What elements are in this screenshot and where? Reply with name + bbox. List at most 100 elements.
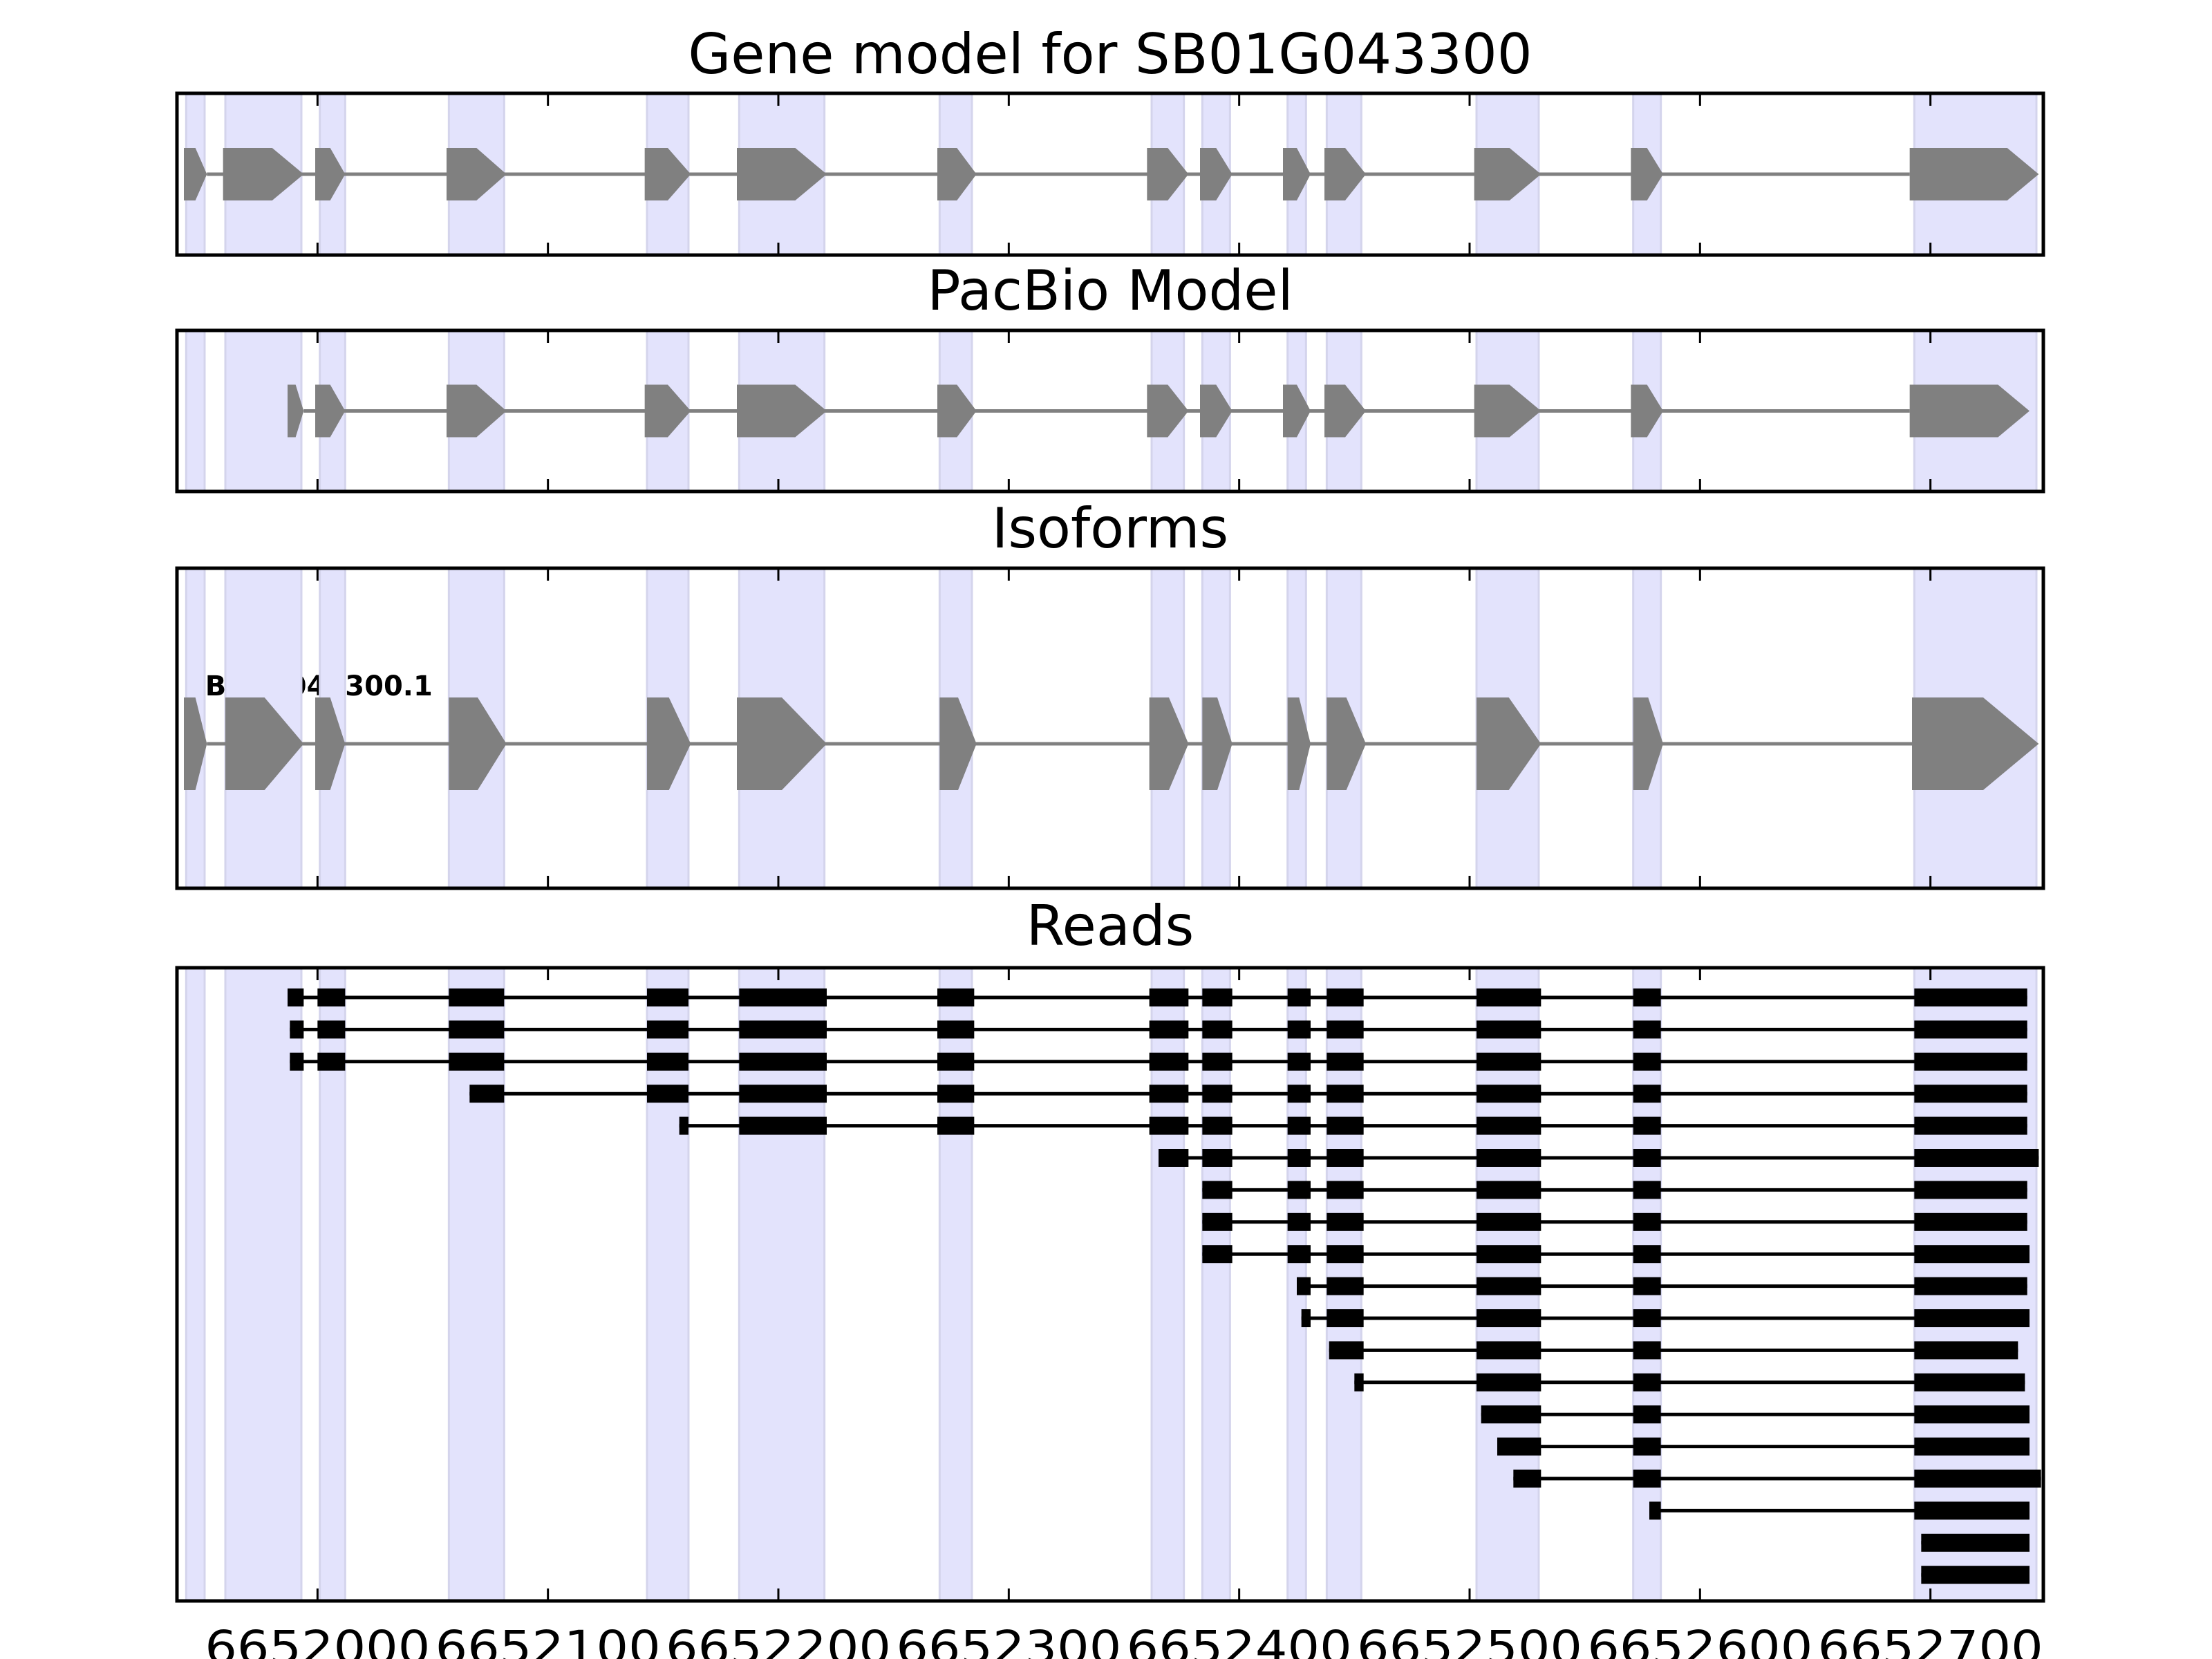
- read-block: [1477, 1277, 1541, 1295]
- read-block: [290, 1052, 304, 1071]
- read-block: [317, 988, 346, 1006]
- read-block: [317, 1020, 346, 1039]
- panel-title-reads: Reads: [1027, 894, 1194, 958]
- x-tick-label: 6652000: [205, 1621, 430, 1659]
- read-block: [1327, 1020, 1364, 1039]
- panel-model-1: [175, 328, 2045, 494]
- exon-block: [1200, 384, 1232, 438]
- read-block: [1633, 1052, 1661, 1071]
- read-block: [1914, 1470, 2041, 1488]
- read-block: [1149, 988, 1189, 1006]
- read-block: [1477, 1116, 1541, 1135]
- read-block: [449, 1020, 505, 1039]
- panel-isoform-2: [175, 566, 2045, 890]
- read-block: [1914, 1245, 2030, 1264]
- exon-block: [1912, 697, 2039, 790]
- read-block: [1481, 1405, 1541, 1424]
- read-10: [1297, 1277, 2027, 1295]
- read-block: [1287, 1116, 1311, 1135]
- read-block: [1202, 988, 1232, 1006]
- read-block: [1327, 1085, 1364, 1103]
- read-block: [937, 988, 975, 1006]
- exon-block: [1631, 384, 1663, 438]
- exon-block: [1202, 697, 1232, 790]
- exon-block: [315, 697, 346, 790]
- exon-block: [225, 697, 304, 790]
- panel-frame: [175, 91, 2045, 257]
- exon-block: [1283, 384, 1311, 438]
- read-block: [1914, 1405, 2030, 1424]
- read-block: [1477, 1149, 1541, 1167]
- exon-block: [449, 697, 507, 790]
- read-block: [288, 988, 304, 1006]
- read-block: [1327, 1309, 1364, 1327]
- read-block: [1202, 1020, 1232, 1039]
- read-block: [1327, 1277, 1364, 1295]
- read-block: [1477, 1052, 1541, 1071]
- read-block: [1633, 1212, 1661, 1231]
- read-14: [1481, 1405, 2030, 1424]
- panel-model-0: [175, 91, 2045, 257]
- exon-block: [184, 148, 207, 200]
- read-block: [1914, 1501, 2030, 1520]
- exon-block: [939, 697, 977, 790]
- read-4: [469, 1085, 2027, 1103]
- read-block: [1914, 1212, 2027, 1231]
- panel-frame: [175, 966, 2045, 1603]
- read-block: [469, 1085, 505, 1103]
- read-12: [1329, 1341, 2018, 1360]
- panel-title-pacbio: PacBio Model: [927, 259, 1293, 323]
- read-block: [679, 1116, 688, 1135]
- read-block: [1477, 1181, 1541, 1199]
- exon-block: [1147, 148, 1189, 200]
- read-block: [1477, 1212, 1541, 1231]
- read-3: [290, 1052, 2027, 1071]
- read-block: [1921, 1566, 2030, 1584]
- exon-block: [1474, 384, 1541, 438]
- read-block: [1297, 1277, 1311, 1295]
- read-block: [1477, 1020, 1541, 1039]
- read-block: [1327, 1245, 1364, 1264]
- read-block: [1327, 1052, 1364, 1071]
- read-block: [1287, 988, 1311, 1006]
- exon-block: [1327, 697, 1366, 790]
- read-16: [1513, 1470, 2041, 1488]
- read-block: [937, 1052, 975, 1071]
- read-block: [1633, 1020, 1661, 1039]
- x-tick-label: 6652400: [1127, 1621, 1352, 1659]
- read-block: [647, 1085, 688, 1103]
- panel-frame: [175, 566, 2045, 890]
- exon-block: [447, 148, 507, 200]
- read-block: [1633, 1245, 1661, 1264]
- exon-block: [315, 384, 346, 438]
- read-block: [739, 988, 827, 1006]
- exon-block: [1287, 697, 1311, 790]
- read-block: [1914, 1341, 2018, 1360]
- read-block: [937, 1085, 975, 1103]
- exon-block: [315, 148, 346, 200]
- read-block: [1327, 1212, 1364, 1231]
- read-11: [1301, 1309, 2030, 1327]
- read-block: [1327, 1116, 1364, 1135]
- exon-block: [447, 384, 507, 438]
- read-block: [1914, 1309, 2030, 1327]
- exon-block: [1200, 148, 1232, 200]
- exon-block: [647, 697, 691, 790]
- read-block: [739, 1020, 827, 1039]
- read-block: [1287, 1212, 1311, 1231]
- panel-title-gene-model: Gene model for SB01G043300: [688, 22, 1532, 86]
- exon-shade-region: [224, 966, 303, 1602]
- read-block: [1202, 1085, 1232, 1103]
- read-block: [1633, 1341, 1661, 1360]
- read-6: [1159, 1149, 2039, 1167]
- exon-block: [1147, 384, 1189, 438]
- exon-block: [1283, 148, 1311, 200]
- read-block: [1202, 1245, 1232, 1264]
- read-block: [449, 1052, 505, 1071]
- read-block: [647, 988, 688, 1006]
- read-block: [1287, 1181, 1311, 1199]
- read-block: [449, 988, 505, 1006]
- read-block: [1633, 1181, 1661, 1199]
- exon-block: [1631, 148, 1663, 200]
